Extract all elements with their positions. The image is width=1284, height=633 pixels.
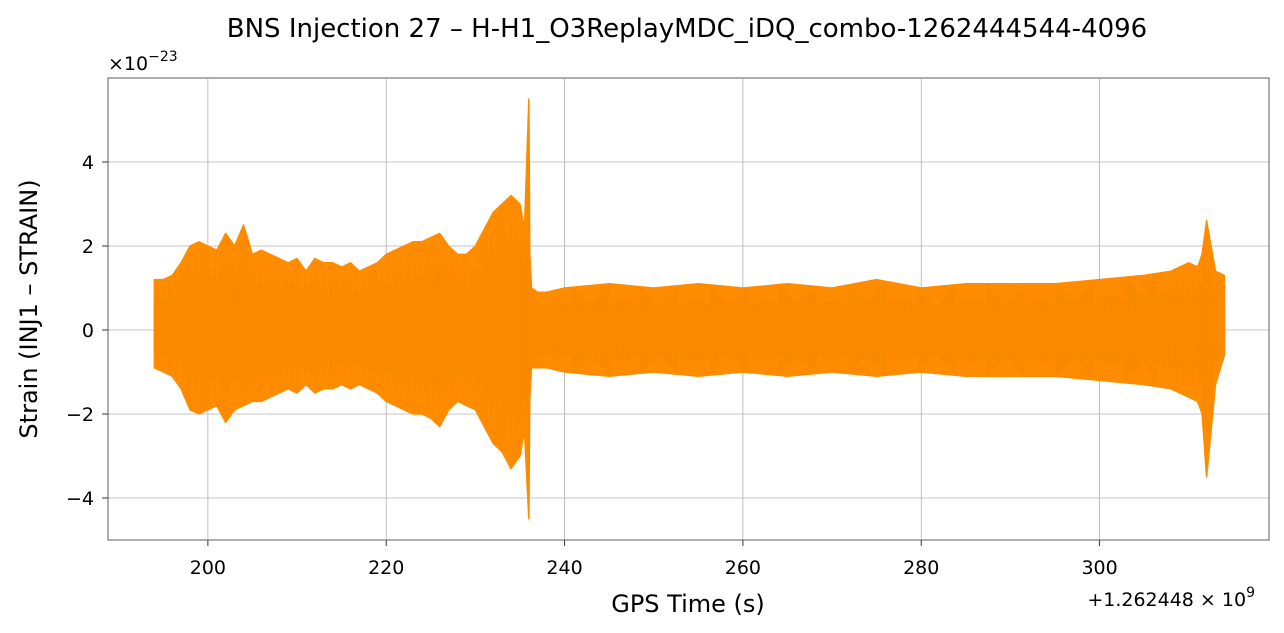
plot-frame bbox=[107, 77, 1270, 541]
strain-trace bbox=[153, 131, 1224, 497]
y-axis-ticks: −4 −2 0 2 4 bbox=[66, 152, 108, 510]
x-tick-label: 240 bbox=[546, 557, 582, 579]
x-tick-label: 280 bbox=[903, 557, 939, 579]
y-scale-base: ×10 bbox=[108, 53, 148, 75]
y-axis-label: Strain (INJ1 – STRAIN) bbox=[15, 179, 43, 438]
x-axis-label: GPS Time (s) bbox=[611, 590, 765, 618]
x-tick-label: 260 bbox=[725, 557, 761, 579]
y-tick-label: 0 bbox=[82, 320, 94, 342]
strain-envelope bbox=[153, 98, 1226, 520]
x-offset-exponent: 9 bbox=[1246, 585, 1255, 601]
y-scale-factor: ×10−23 bbox=[108, 49, 178, 75]
y-tick-label: 2 bbox=[82, 236, 94, 258]
y-tick-label: −4 bbox=[66, 488, 94, 510]
strain-series bbox=[153, 98, 1226, 520]
y-scale-exponent: −23 bbox=[148, 49, 178, 65]
x-tick-label: 200 bbox=[190, 557, 226, 579]
x-offset-base: +1.262448 × 10 bbox=[1087, 589, 1246, 611]
x-tick-label: 300 bbox=[1081, 557, 1117, 579]
y-tick-label: 4 bbox=[82, 152, 94, 174]
x-offset-label: +1.262448 × 109 bbox=[1087, 585, 1255, 611]
y-tick-label: −2 bbox=[66, 404, 94, 426]
chart-title: BNS Injection 27 – H-H1_O3ReplayMDC_iDQ_… bbox=[227, 14, 1147, 44]
x-axis-ticks: 200 220 240 260 280 300 bbox=[190, 540, 1118, 579]
x-tick-label: 220 bbox=[368, 557, 404, 579]
